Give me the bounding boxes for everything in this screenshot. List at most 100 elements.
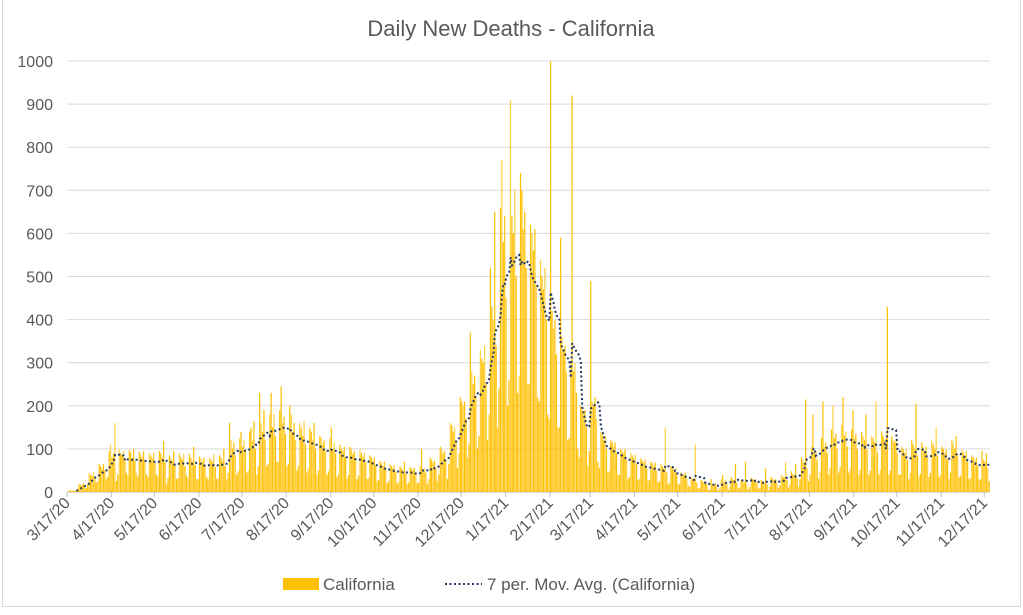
- bar: [631, 455, 633, 492]
- bar: [719, 488, 721, 492]
- bar: [627, 479, 629, 492]
- bar: [936, 455, 939, 492]
- bar: [820, 438, 823, 492]
- bar: [316, 474, 318, 492]
- bar: [717, 490, 719, 492]
- bar: [967, 461, 969, 492]
- bar: [816, 459, 818, 492]
- bar: [367, 478, 370, 492]
- bar: [795, 463, 797, 492]
- bar: [570, 362, 572, 492]
- bar: [178, 453, 181, 492]
- bar: [356, 479, 358, 492]
- bar: [882, 435, 884, 492]
- bar: [145, 473, 148, 492]
- bar: [611, 442, 613, 492]
- bar: [251, 440, 254, 492]
- bar: [207, 479, 209, 492]
- bar: [749, 486, 751, 492]
- bar: [419, 466, 421, 492]
- bar: [942, 448, 944, 492]
- bar: [379, 460, 381, 492]
- bar: [581, 410, 583, 492]
- bar: [115, 481, 117, 492]
- bar: [906, 459, 909, 492]
- bar: [319, 435, 321, 492]
- bar: [835, 433, 837, 492]
- bar: [286, 466, 288, 492]
- bar: [496, 427, 499, 492]
- bar: [628, 476, 631, 492]
- bar: [125, 472, 127, 492]
- bar: [230, 440, 232, 492]
- bar: [899, 474, 901, 492]
- bar: [575, 392, 578, 492]
- bar: [977, 466, 979, 492]
- x-tick-label: 5/17/21: [635, 495, 685, 545]
- bar: [98, 463, 100, 492]
- bar: [495, 345, 497, 492]
- bar: [421, 448, 423, 492]
- bar: [302, 435, 304, 492]
- bar: [790, 471, 792, 492]
- bar: [151, 458, 153, 492]
- bar: [779, 485, 781, 492]
- bar: [875, 401, 877, 492]
- bar: [164, 461, 166, 492]
- bar: [191, 460, 193, 492]
- bar: [732, 479, 734, 492]
- bar: [174, 465, 176, 492]
- bar: [554, 319, 556, 492]
- bar: [979, 479, 982, 492]
- y-tick-label: 300: [26, 356, 53, 373]
- bar: [518, 375, 520, 492]
- bar: [677, 484, 679, 492]
- bar: [542, 289, 545, 492]
- bar: [429, 457, 431, 492]
- bar: [147, 476, 149, 492]
- bar: [188, 454, 191, 492]
- bar: [415, 473, 417, 492]
- bar: [587, 466, 589, 492]
- bar: [921, 442, 923, 492]
- bar: [949, 472, 952, 492]
- bar: [158, 451, 160, 492]
- bar: [684, 472, 686, 492]
- bar: [800, 457, 803, 492]
- bar: [492, 319, 494, 492]
- bar: [630, 453, 632, 492]
- legend: California 7 per. Mov. Avg. (California): [283, 575, 695, 594]
- bar: [938, 476, 940, 492]
- bar: [163, 441, 165, 492]
- bar: [656, 470, 658, 492]
- bar: [264, 440, 267, 492]
- bar: [633, 458, 635, 492]
- bar: [238, 438, 241, 492]
- bar: [521, 190, 523, 493]
- bar: [657, 482, 659, 492]
- bar: [177, 478, 179, 492]
- bar: [957, 455, 959, 492]
- bar: [194, 465, 196, 492]
- bar: [474, 375, 476, 492]
- y-tick-label: 700: [26, 183, 53, 200]
- bar: [850, 429, 853, 492]
- bar: [934, 448, 936, 492]
- bar: [152, 452, 155, 492]
- bar: [539, 259, 542, 492]
- x-tick-label: 8/17/20: [243, 495, 293, 545]
- bar: [253, 420, 255, 492]
- bar: [739, 487, 741, 492]
- bar: [544, 267, 546, 492]
- bar: [759, 487, 761, 492]
- bar: [853, 438, 856, 492]
- bar: [572, 371, 575, 492]
- bar: [464, 401, 466, 492]
- bar: [693, 479, 695, 492]
- bar: [160, 453, 162, 492]
- bar: [389, 463, 391, 492]
- y-tick-label: 500: [26, 270, 53, 287]
- bar: [456, 468, 459, 492]
- bar: [78, 484, 80, 492]
